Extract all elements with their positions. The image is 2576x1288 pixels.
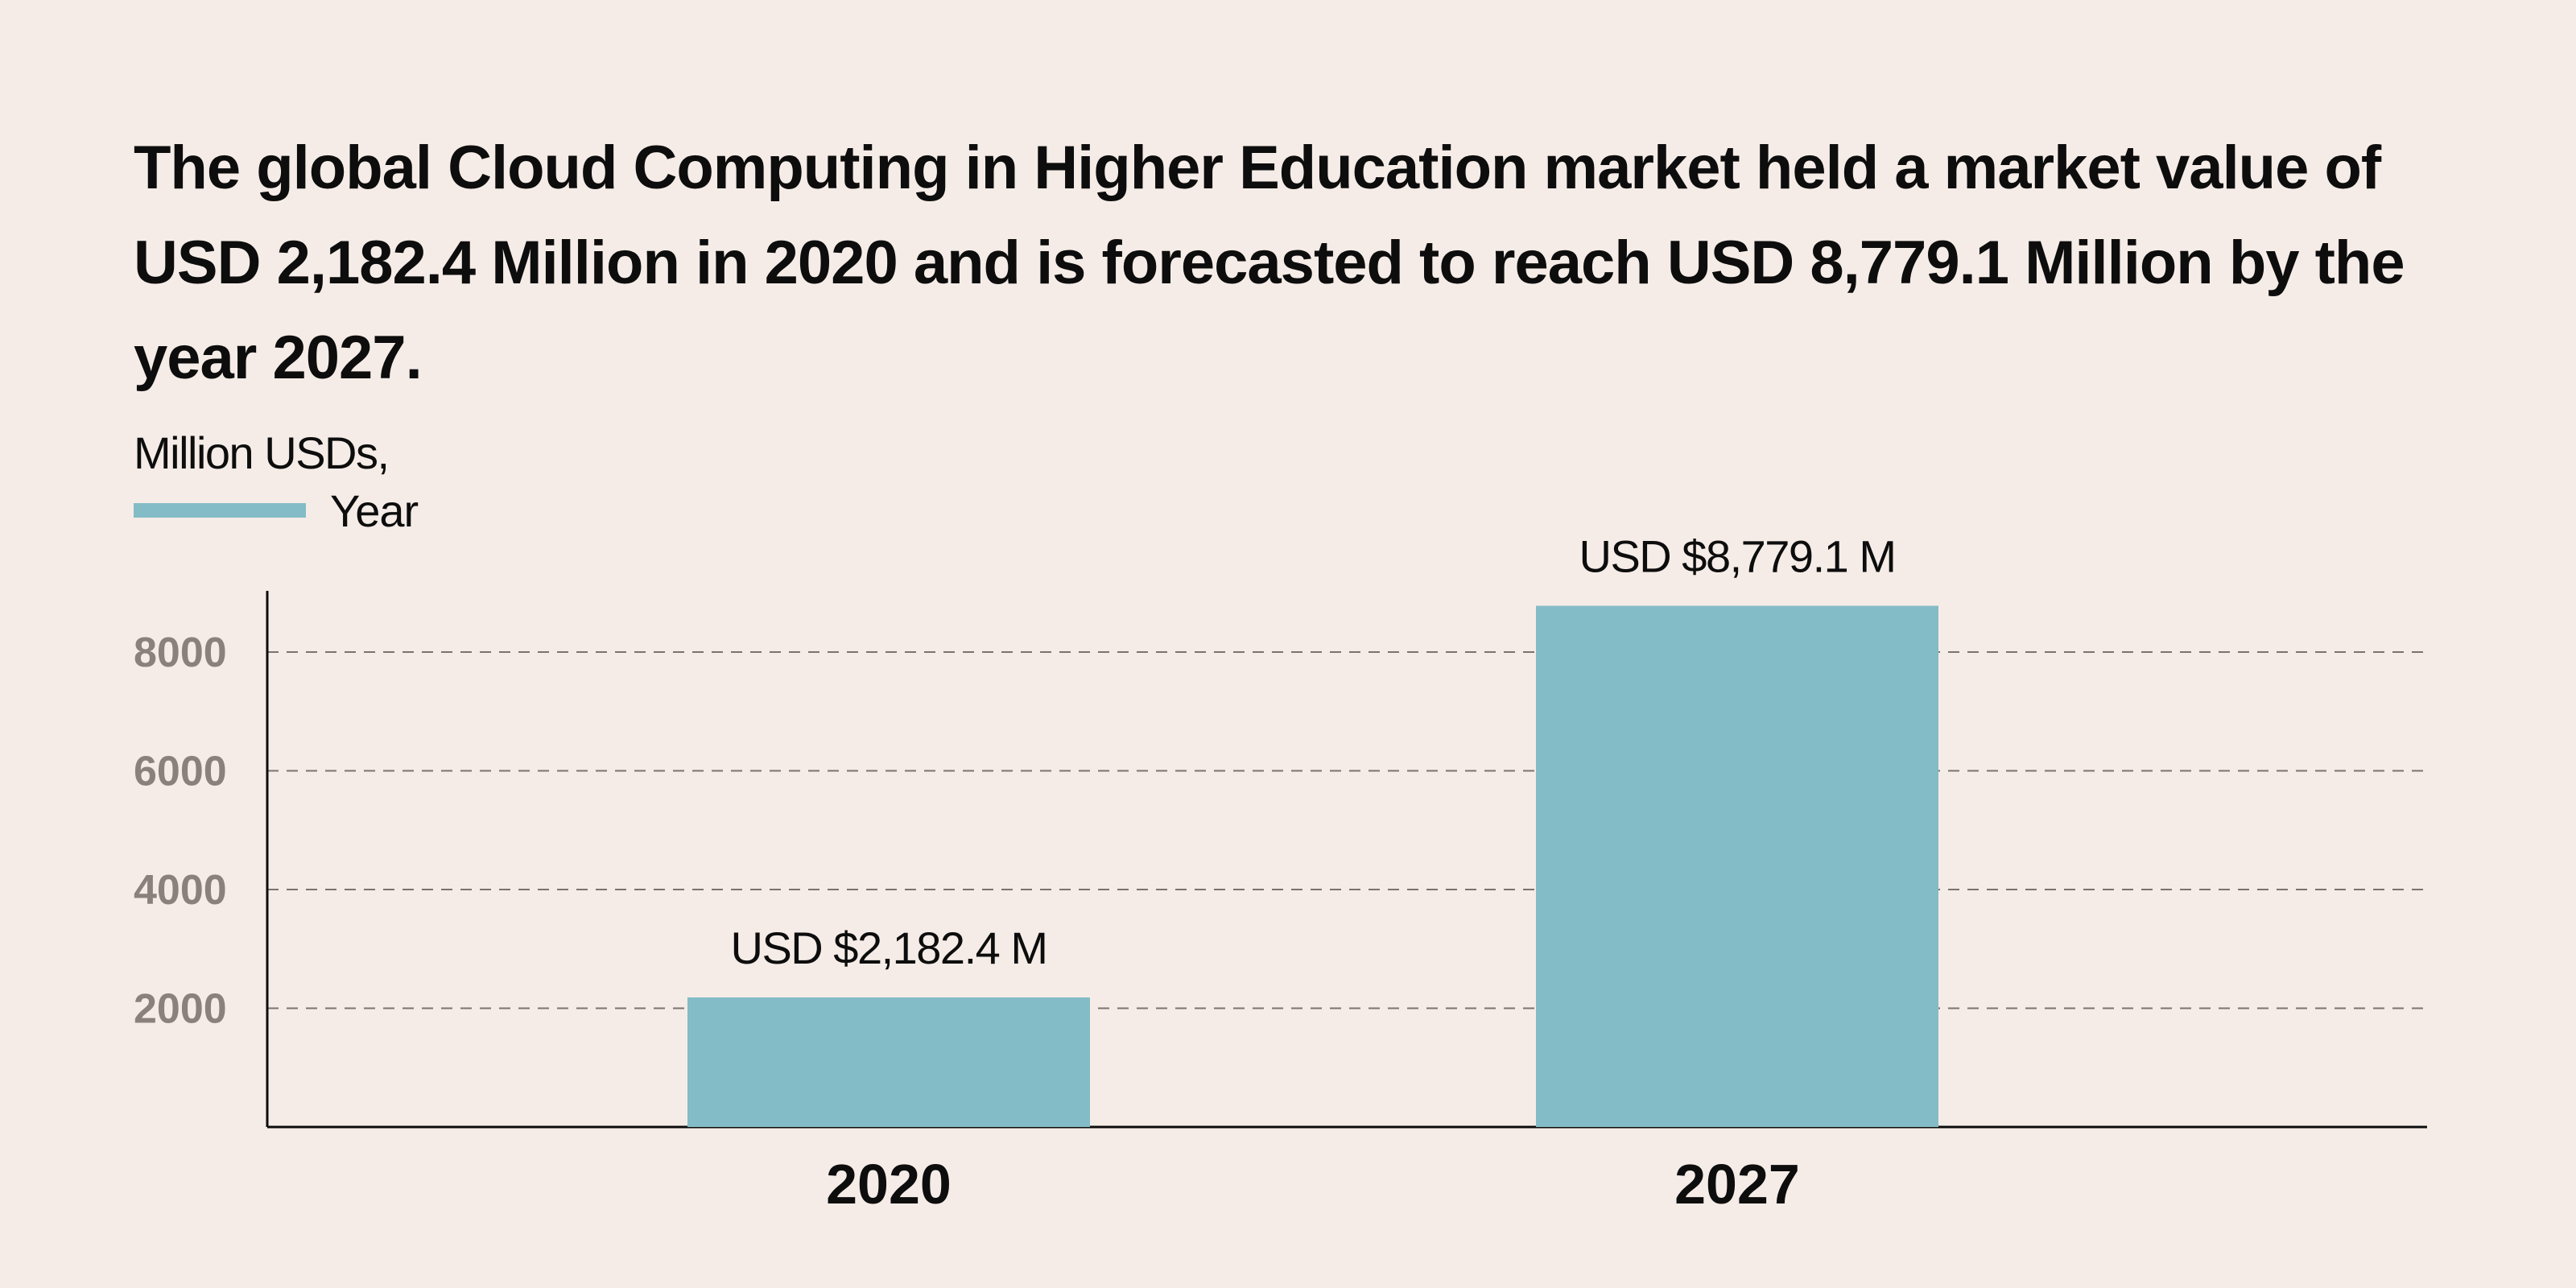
legend-swatch xyxy=(134,503,306,518)
legend-title: Million USDs, xyxy=(134,427,390,478)
data-label-2027: USD $8,779.1 M xyxy=(1579,531,1896,582)
bar-2027 xyxy=(1536,605,1938,1127)
chart-headline: The global Cloud Computing in Higher Edu… xyxy=(134,134,2405,392)
y-tick-label-4000: 4000 xyxy=(134,867,227,914)
y-tick-label-6000: 6000 xyxy=(134,749,227,795)
data-label-2020: USD $2,182.4 M xyxy=(731,923,1047,973)
x-category-label-2027: 2027 xyxy=(1674,1153,1800,1216)
legend-label: Year xyxy=(330,485,419,536)
y-tick-label-8000: 8000 xyxy=(134,630,227,676)
bar-2020 xyxy=(687,997,1090,1127)
y-tick-label-2000: 2000 xyxy=(134,986,227,1033)
x-category-label-2020: 2020 xyxy=(826,1153,952,1216)
